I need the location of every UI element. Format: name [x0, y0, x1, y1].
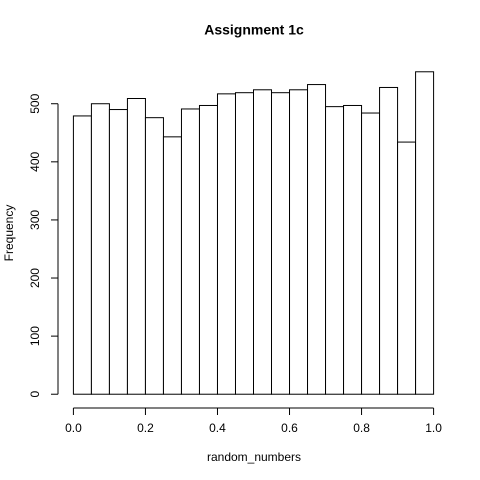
x-tick-label: 0.2 [137, 421, 154, 435]
bar [234, 92, 254, 395]
x-tick-label: 0.4 [209, 421, 226, 435]
chart-title: Assignment 1c [204, 22, 304, 38]
bar [126, 98, 146, 395]
y-tick-label: 200 [28, 268, 42, 288]
bar [307, 84, 327, 395]
bar [397, 141, 417, 395]
bar [162, 136, 182, 395]
x-tick-label: 0.6 [281, 421, 298, 435]
x-tick-label: 1.0 [425, 421, 442, 435]
bar [216, 93, 236, 395]
y-tick-label: 300 [28, 210, 42, 230]
bar [343, 104, 363, 395]
bar [108, 109, 128, 395]
bar [379, 86, 399, 395]
bar [144, 117, 164, 395]
bar [415, 71, 435, 395]
bar [198, 104, 218, 395]
x-tick-label: 0.8 [353, 421, 370, 435]
x-tick-label: 0.0 [65, 421, 82, 435]
bar [72, 115, 92, 395]
y-axis-label: Frequency [2, 205, 16, 262]
y-tick-label: 100 [28, 326, 42, 346]
x-axis-label: random_numbers [207, 450, 301, 464]
y-tick-label: 0 [28, 391, 42, 398]
bar [180, 108, 200, 395]
bar [361, 112, 381, 395]
bar [325, 106, 345, 395]
y-tick-label: 400 [28, 151, 42, 171]
bar [289, 89, 309, 395]
bar [253, 89, 273, 395]
bar [271, 92, 291, 395]
bar [90, 103, 110, 395]
y-tick-label: 500 [28, 93, 42, 113]
